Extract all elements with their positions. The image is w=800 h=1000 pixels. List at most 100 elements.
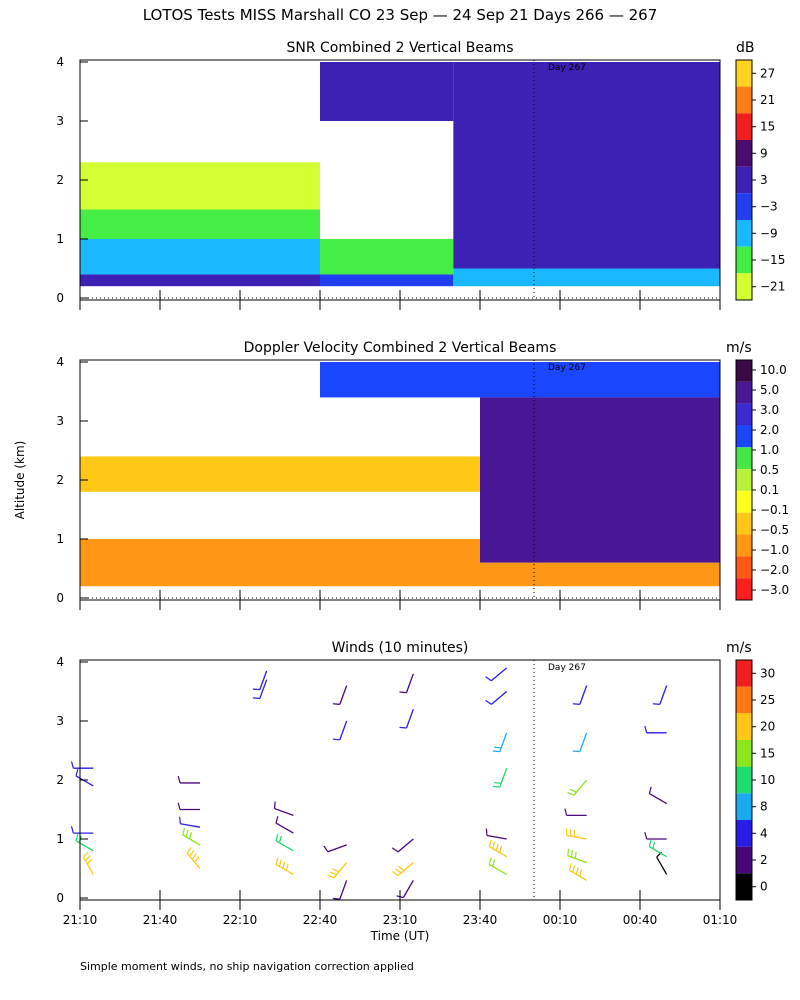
wind-barb — [339, 685, 348, 705]
winds-colorbar-label: 0 — [760, 880, 768, 894]
winds-colorbar-swatch — [736, 713, 752, 740]
snr-heat-cell — [453, 62, 720, 269]
snr-colorbar-label: 15 — [760, 120, 775, 134]
wind-barb — [567, 855, 587, 864]
doppler-heat-cell — [480, 397, 720, 563]
doppler-day-marker: Day 267 — [548, 363, 586, 373]
wind-barb-feather — [252, 688, 260, 691]
wind-barb-feather — [569, 829, 572, 837]
doppler-colorbar-swatch — [736, 425, 752, 448]
wind-barb-feather — [194, 856, 200, 863]
figure-title: LOTOS Tests MISS Marshall CO 23 Sep — 24… — [143, 6, 658, 24]
doppler-y-tick-label: 0 — [56, 591, 64, 605]
snr-y-tick-label: 4 — [56, 55, 64, 69]
wind-barb-feather — [644, 832, 648, 840]
doppler-colorbar-label: −3.0 — [760, 583, 789, 597]
doppler-heat-cell — [480, 562, 720, 587]
winds-x-tick-label: 01:10 — [703, 913, 738, 927]
wind-barb — [402, 879, 414, 898]
wind-barb-feather — [572, 750, 580, 753]
snr-colorbar-label: 27 — [760, 66, 775, 80]
snr-colorbar-swatch — [736, 113, 752, 140]
snr-heat-cell — [80, 274, 320, 287]
wind-barb-feather — [275, 816, 279, 824]
snr-colorbar-label: 9 — [760, 146, 768, 160]
winds-colorbar-swatch — [736, 846, 752, 874]
winds-colorbar-label: 10 — [760, 773, 775, 787]
doppler-heatmap — [80, 362, 720, 587]
wind-barb-feather — [564, 808, 568, 816]
wind-barb-feather — [569, 788, 577, 793]
wind-barb — [405, 673, 414, 693]
winds-colorbar-label: 4 — [760, 826, 768, 840]
snr-heat-cell — [453, 268, 720, 287]
footnote: Simple moment winds, no ship navigation … — [80, 960, 414, 973]
doppler-colorbar-swatch — [736, 381, 752, 404]
wind-barb-feather — [86, 858, 93, 865]
wind-barb-feather — [499, 845, 503, 853]
wind-barb-feather — [495, 843, 499, 851]
wind-barb — [499, 767, 508, 788]
wind-barb-feather — [399, 726, 407, 729]
wind-barb-feather — [275, 833, 279, 841]
wind-barb-feather — [75, 833, 79, 841]
wind-barb-feather — [186, 847, 192, 854]
winds-day-marker: Day 267 — [548, 663, 586, 673]
winds-colorbar-label: 15 — [760, 746, 775, 760]
wind-barb — [275, 822, 294, 834]
snr-colorbar-swatch — [736, 220, 752, 247]
doppler-colorbar-label: 3.0 — [760, 403, 779, 417]
wind-barb-feather — [332, 868, 340, 873]
wind-barb-feather — [252, 697, 260, 700]
winds-title: Winds (10 minutes) — [332, 640, 469, 656]
wind-barb — [499, 732, 508, 752]
wind-barb-feather — [84, 855, 91, 861]
snr-unit: dB — [736, 40, 755, 56]
doppler-colorbar-label: 0.1 — [760, 483, 779, 497]
winds-y-tick-label: 4 — [56, 655, 64, 669]
doppler-colorbar-label: −2.0 — [760, 563, 789, 577]
wind-barb — [649, 793, 667, 805]
winds-colorbar-label: 30 — [760, 666, 775, 680]
wind-barb — [649, 846, 667, 858]
winds-colorbar-swatch — [736, 820, 752, 847]
wind-barb-feather — [494, 782, 502, 784]
wind-barb — [75, 775, 94, 787]
snr-colorbar-label: −9 — [760, 226, 778, 240]
doppler-heat-cell — [320, 362, 720, 398]
wind-barb — [180, 823, 201, 828]
wind-barb — [569, 869, 587, 881]
wind-barb — [75, 840, 94, 852]
wind-barb-feather — [579, 869, 583, 877]
wind-barb-feather — [652, 841, 656, 849]
wind-barb-feather — [644, 725, 648, 733]
wind-barb-feather — [329, 871, 337, 876]
snr-heat-cell — [80, 209, 320, 239]
winds-y-tick-label: 1 — [56, 832, 64, 846]
wind-barb-feather — [332, 703, 340, 705]
wind-barb — [489, 863, 507, 875]
wind-barb — [259, 679, 268, 699]
wind-barb-feather — [189, 831, 192, 840]
wind-barb-feather — [177, 802, 181, 810]
wind-barb-feather — [488, 839, 492, 847]
x-axis-label: Time (UT) — [370, 929, 430, 943]
wind-barb-feather — [567, 848, 570, 856]
doppler-heat-cell — [80, 539, 480, 587]
wind-barb-feather — [278, 835, 282, 843]
snr-y-tick-label: 2 — [56, 173, 64, 187]
wind-barb-feather — [648, 786, 652, 794]
wind-barb-feather — [568, 863, 572, 871]
wind-barb-feather — [323, 845, 329, 853]
doppler-y-tick-label: 2 — [56, 473, 64, 487]
snr-heat-cell — [80, 162, 320, 210]
doppler-colorbar-swatch — [736, 447, 752, 470]
wind-barb-feather — [492, 841, 496, 849]
wind-barb-feather — [179, 816, 181, 824]
winds-barbs — [70, 667, 668, 900]
wind-barb-feather — [571, 850, 573, 858]
snr-title: SNR Combined 2 Vertical Beams — [286, 40, 513, 56]
wind-barb — [274, 807, 294, 817]
doppler-y-tick-label: 1 — [56, 532, 64, 546]
snr-day-marker: Day 267 — [548, 63, 586, 73]
